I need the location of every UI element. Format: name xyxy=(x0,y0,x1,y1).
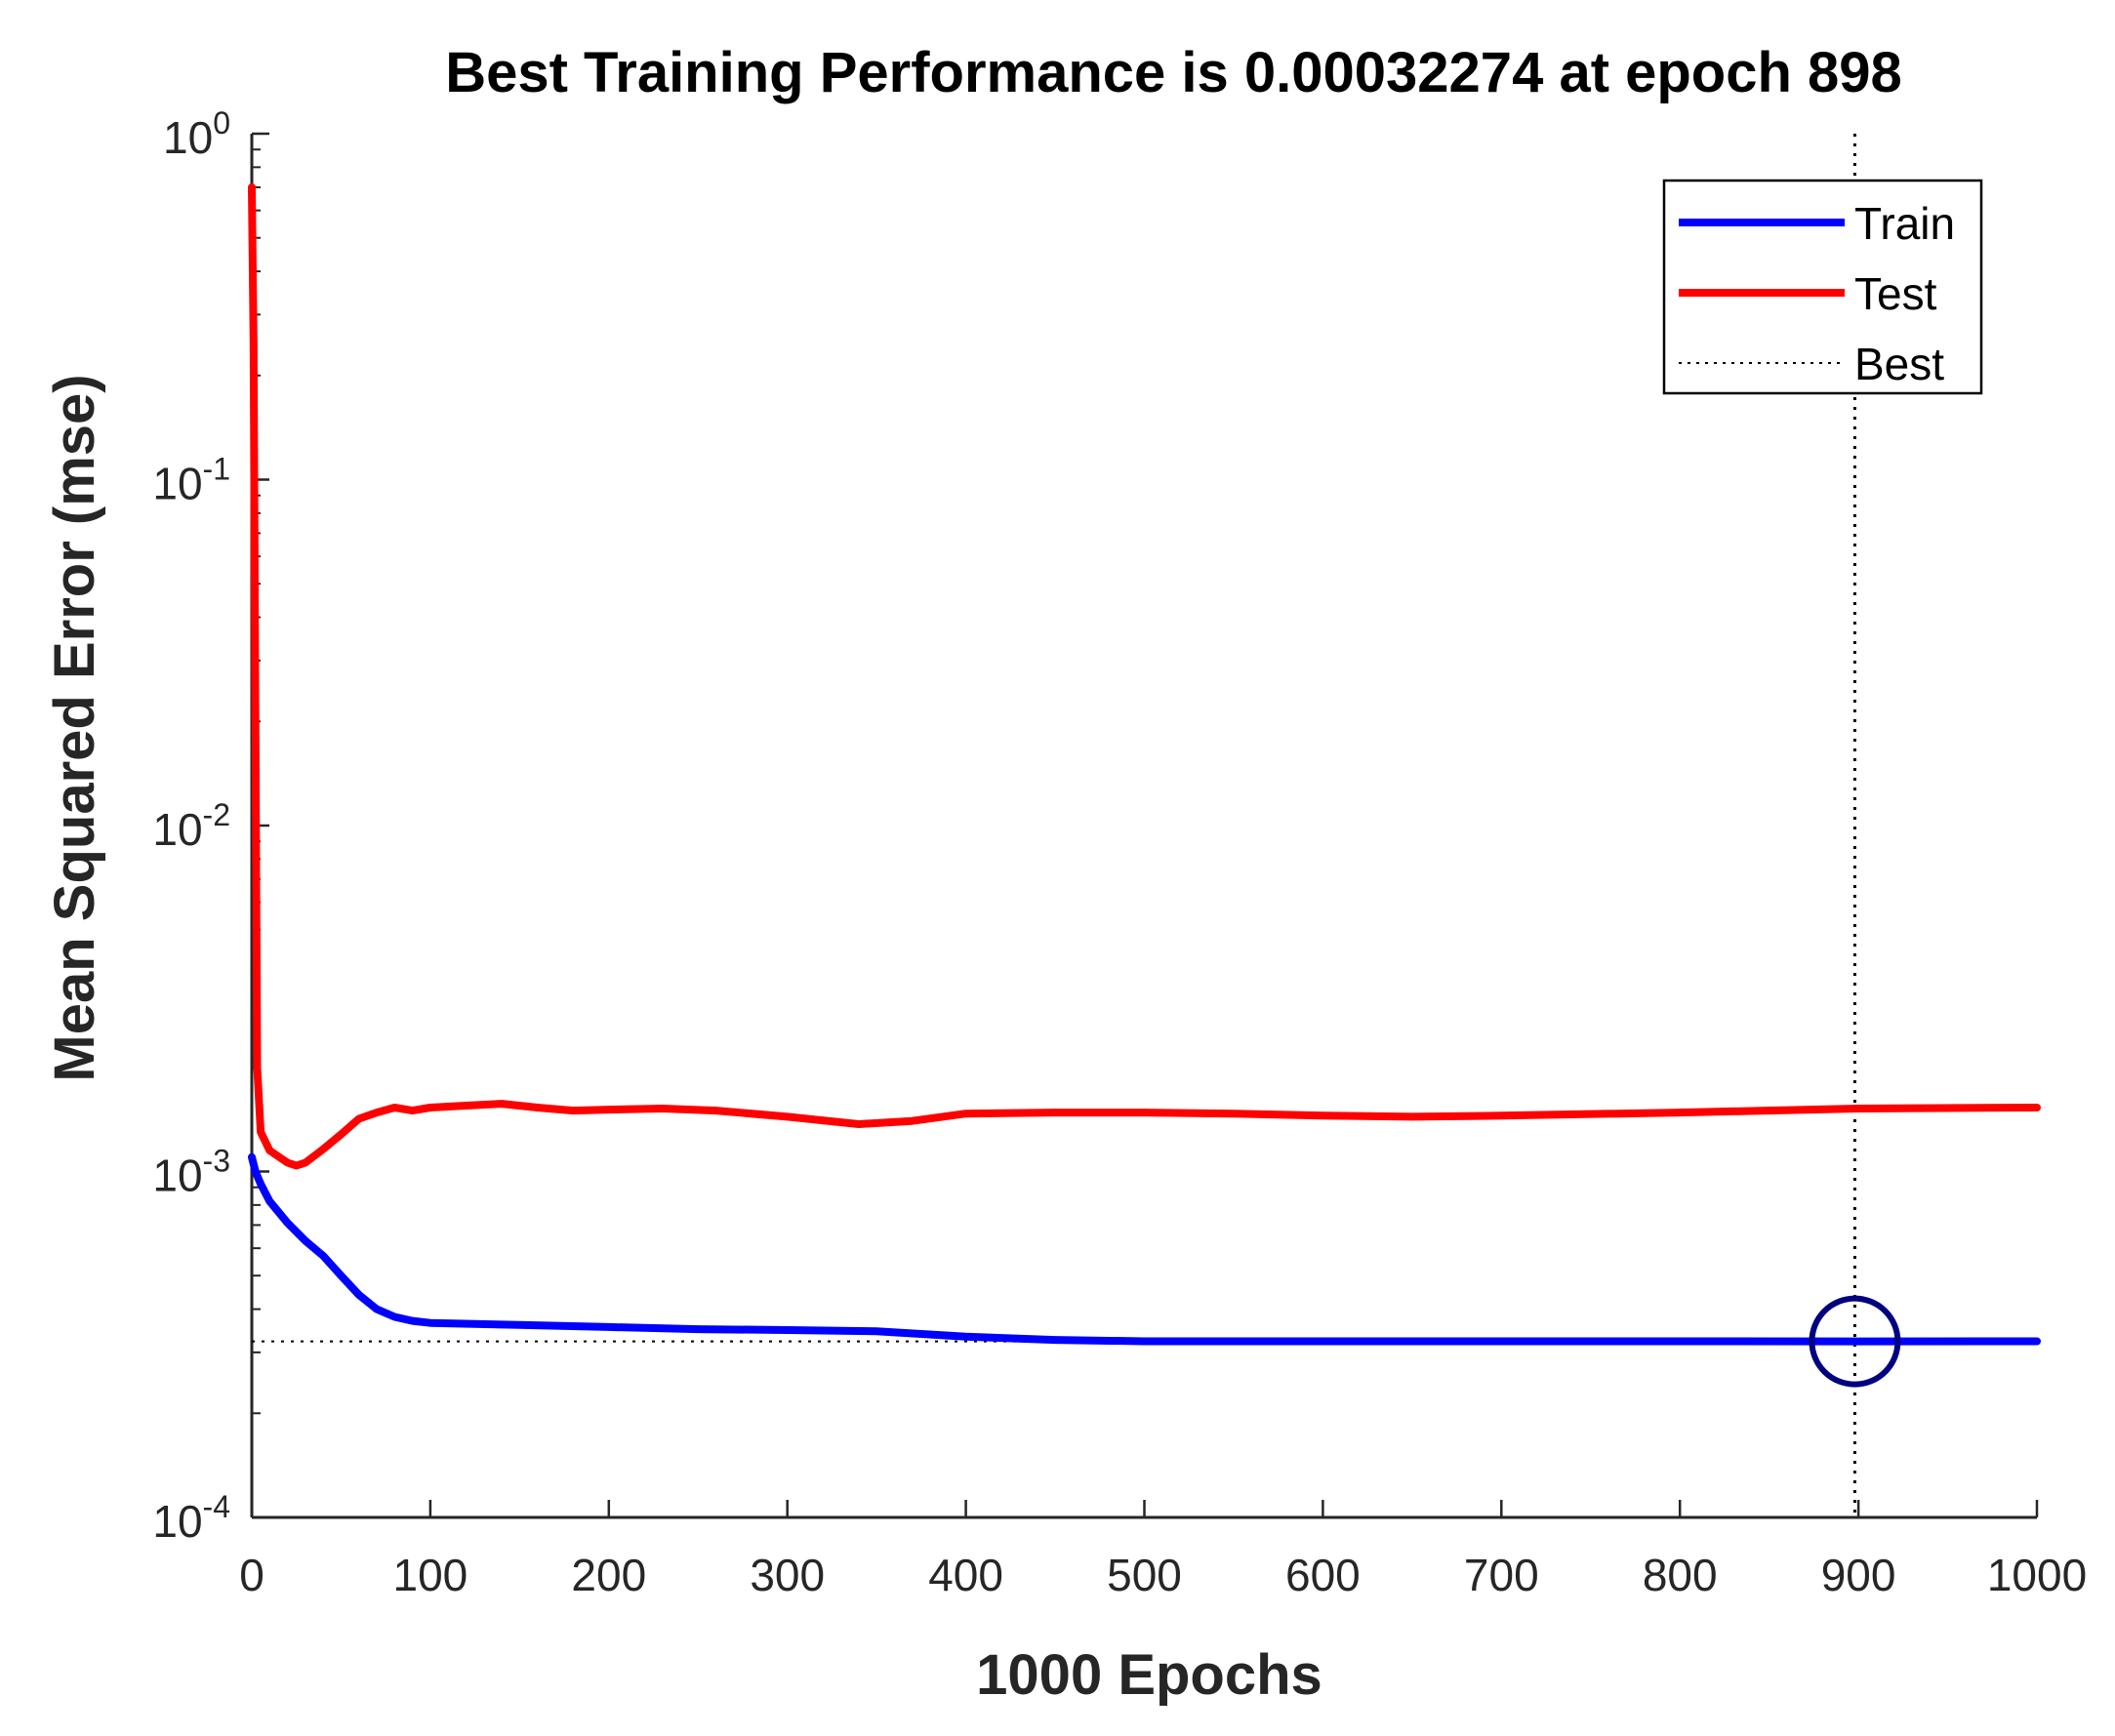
x-tick-label: 1000 xyxy=(1987,1550,2087,1600)
chart-title: Best Training Performance is 0.00032274 … xyxy=(445,41,1902,104)
series-line-test xyxy=(248,182,2041,1170)
y-axis-label: Mean Squared Error (mse) xyxy=(43,374,106,1081)
x-tick-label: 700 xyxy=(1464,1550,1539,1600)
x-tick-label: 100 xyxy=(393,1550,468,1600)
x-tick-label: 300 xyxy=(750,1550,825,1600)
best-point-marker xyxy=(1809,1295,1901,1388)
x-tick-label: 500 xyxy=(1107,1550,1182,1600)
series-line-train xyxy=(248,1152,2041,1346)
y-tick-label: 10-3 xyxy=(152,1144,230,1201)
x-tick-label: 0 xyxy=(239,1550,264,1600)
x-tick-label: 900 xyxy=(1821,1550,1896,1600)
y-tick-label: 10-1 xyxy=(152,452,230,509)
legend-label-best: Best xyxy=(1854,339,1944,389)
x-tick-label: 600 xyxy=(1285,1550,1361,1600)
legend-label-test: Test xyxy=(1854,268,1937,319)
x-tick-label: 200 xyxy=(571,1550,646,1600)
legend-box xyxy=(1662,179,1983,395)
x-axis-label: 1000 Epochs xyxy=(976,1643,1322,1707)
y-tick-label: 10-2 xyxy=(152,797,230,855)
x-tick-label: 800 xyxy=(1643,1550,1718,1600)
y-tick-label: 10-4 xyxy=(152,1489,230,1547)
x-tick-label: 400 xyxy=(928,1550,1003,1600)
y-tick-label: 100 xyxy=(163,105,230,163)
legend-label-train: Train xyxy=(1854,198,1955,249)
legend: Train Test Best xyxy=(1662,179,1983,395)
